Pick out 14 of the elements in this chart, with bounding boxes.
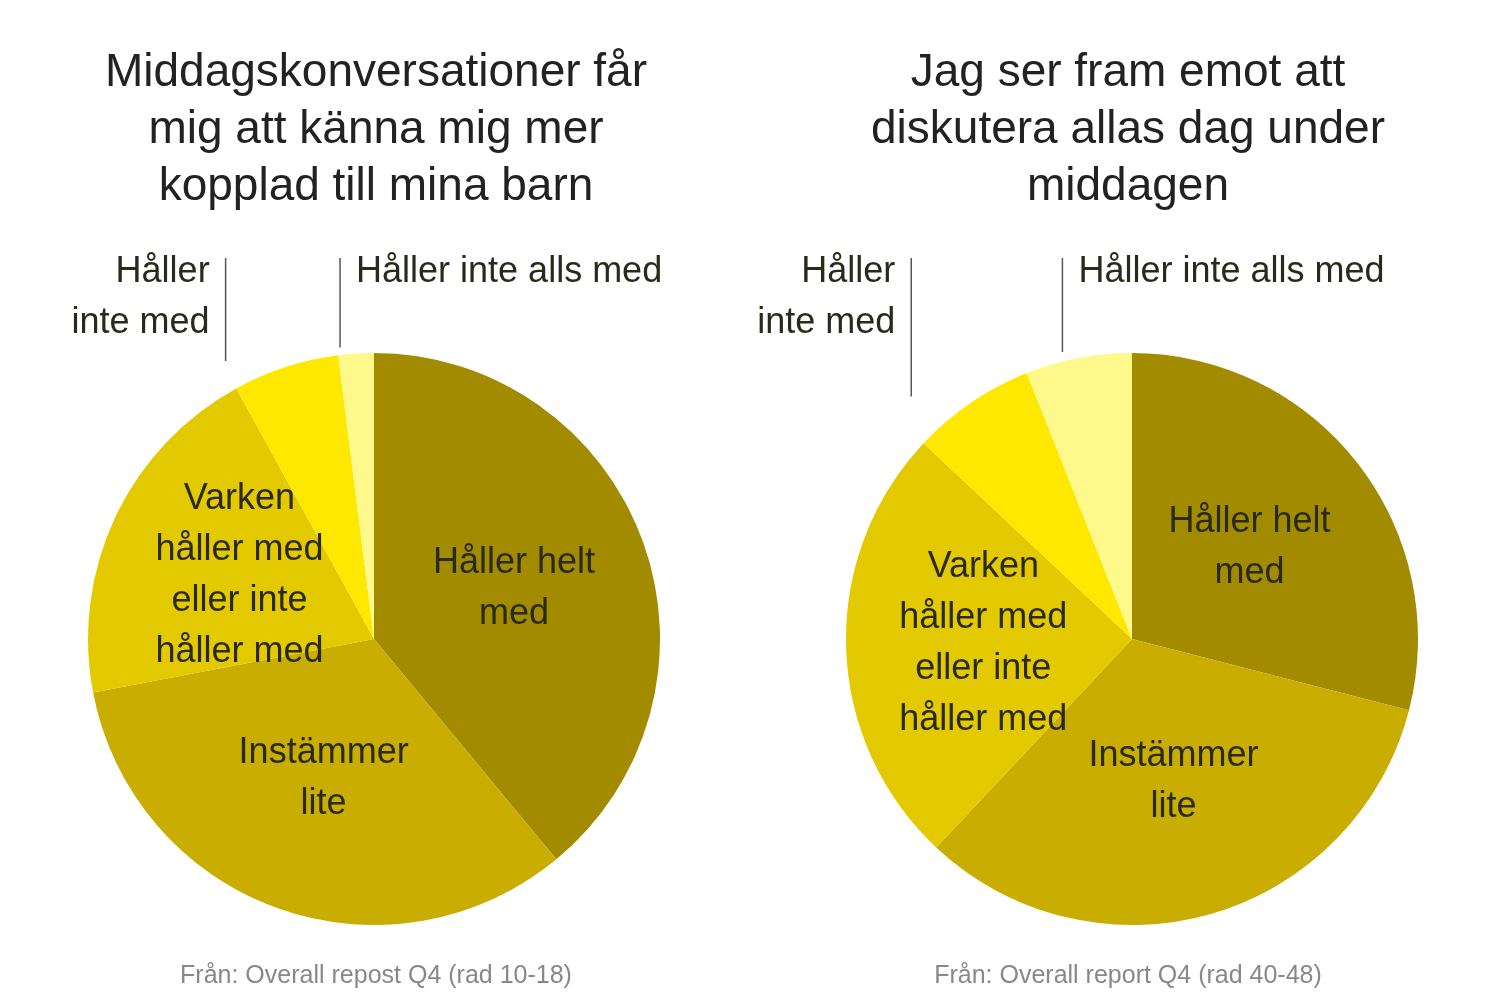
slice-label: Håller inte alls med: [356, 248, 663, 290]
slice-label: Håller helt med: [432, 540, 595, 633]
slice-label: Varken håller med eller inte håller med: [899, 544, 1068, 739]
chart-title: Middagskonversationer får mig att känna mig mer kopplad till mina barn: [103, 43, 649, 212]
slice-label: Håller inte alls med: [1078, 248, 1385, 290]
chart-title: Jag ser fram emot att diskutera allas dag under middagen: [870, 43, 1386, 212]
slice-label: Instämmer lite: [238, 730, 409, 823]
slice-label: Håller inte med: [757, 248, 896, 341]
slice-label: Håller inte med: [71, 248, 210, 341]
slice-label: Varken håller med eller inte håller med: [155, 476, 324, 671]
text: Från: Overall repost Q4 (rad 10-18): [179, 960, 573, 989]
slice-label: Instämmer lite: [1088, 733, 1259, 826]
slice-label: Håller helt med: [1168, 499, 1331, 592]
text: Från: Overall report Q4 (rad 40-48): [933, 960, 1323, 989]
